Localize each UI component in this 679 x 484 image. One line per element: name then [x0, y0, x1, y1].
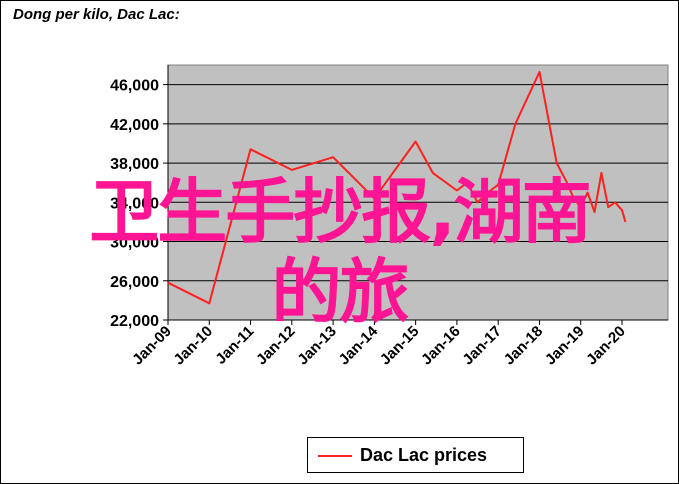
series-line	[167, 70, 627, 305]
overlay-text: 卫生手抄报,湖南 的旅	[0, 172, 679, 332]
legend-label: Dac Lac prices	[360, 445, 488, 465]
y-tick-label: 38,000	[110, 156, 159, 173]
overlay-line-2: 的旅	[271, 251, 410, 333]
y-tick-label: 22,000	[110, 313, 159, 330]
y-tick-label: 26,000	[110, 274, 159, 291]
legend-line-swatch	[318, 455, 352, 457]
y-tick-label: 46,000	[110, 78, 159, 95]
y-tick-label: 34,000	[110, 195, 159, 212]
y-tick-label: 42,000	[110, 117, 159, 134]
axes	[163, 65, 668, 325]
chart-title: Dong per kilo, Dac Lac:	[13, 6, 180, 23]
plot-area	[167, 64, 669, 321]
legend: Dac Lac prices	[307, 437, 524, 473]
overlay-line-1: 卫生手抄报,湖南	[89, 171, 592, 253]
series-layer	[167, 70, 627, 305]
y-axis-ticks: 22,000 26,000 30,000 34,000 38,000 42,000 46,0…	[110, 78, 159, 330]
y-tick-label: 30,000	[110, 235, 159, 252]
